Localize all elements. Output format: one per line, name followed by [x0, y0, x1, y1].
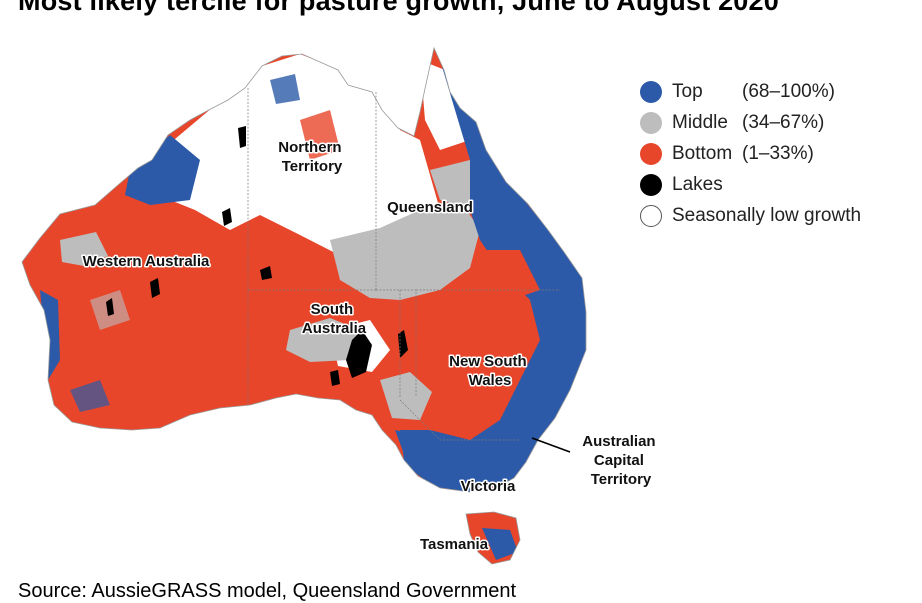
legend-range: (34–67%)	[742, 111, 825, 133]
legend-range: (1–33%)	[742, 142, 814, 164]
map-title: Most likely tercile for pasture growth, …	[18, 0, 779, 16]
source-note: Source: AussieGRASS model, Queensland Go…	[18, 580, 517, 602]
legend-swatch-top	[640, 80, 662, 103]
label-northern-territory: Northern Territory	[278, 139, 346, 175]
label-south-australia: South Australia	[302, 301, 367, 337]
legend-label: Seasonally low growth	[672, 204, 862, 226]
legend-label: Top	[672, 80, 703, 102]
act-leader-line	[531, 437, 571, 453]
legend-item-seasonally-low: Seasonally low growth	[640, 200, 910, 231]
label-victoria: Victoria	[461, 478, 516, 495]
legend: Top (68–100%) Middle (34–67%) Bottom (1–…	[640, 76, 910, 231]
state-borders	[247, 88, 560, 441]
label-western-australia: Western Australia	[83, 253, 210, 270]
legend-item-lakes: Lakes	[640, 169, 910, 200]
legend-label: Bottom	[672, 142, 733, 164]
legend-swatch-seasonally-low	[640, 204, 662, 227]
australia-pasture-map: Northern Territory Queensland Western Au…	[21, 46, 660, 565]
legend-item-bottom: Bottom (1–33%)	[640, 138, 910, 169]
legend-label: Middle	[672, 111, 728, 133]
legend-item-top: Top (68–100%)	[640, 76, 910, 107]
label-queensland: Queensland	[387, 199, 473, 216]
label-new-south-wales: New South Wales	[449, 353, 531, 389]
legend-swatch-bottom	[640, 142, 662, 165]
legend-range: (68–100%)	[742, 80, 835, 102]
legend-item-middle: Middle (34–67%)	[640, 107, 910, 138]
legend-swatch-lakes	[640, 173, 662, 196]
legend-swatch-middle	[640, 111, 662, 134]
legend-label: Lakes	[672, 173, 723, 195]
label-act: Australian Capital Territory	[582, 433, 660, 488]
label-tasmania: Tasmania	[420, 536, 489, 553]
coastline	[21, 46, 587, 565]
